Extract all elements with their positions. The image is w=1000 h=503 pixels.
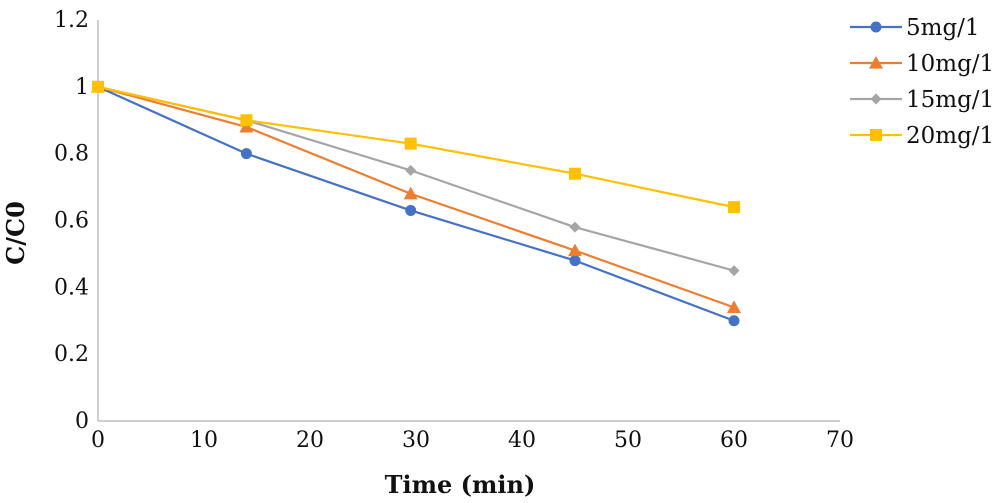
x-tick-label: 40	[508, 428, 536, 453]
y-tick-label: 0.2	[54, 342, 89, 367]
series-circle	[92, 81, 740, 327]
legend-item: 10mg/1	[850, 51, 994, 77]
x-tick-label: 70	[826, 428, 854, 453]
data-point	[405, 204, 417, 216]
data-point	[405, 164, 417, 176]
y-tick-label: 1.2	[54, 8, 89, 33]
legend: 5mg/1 10mg/1 15mg/1 20mg/1	[850, 15, 994, 149]
legend-marker	[870, 129, 882, 141]
data-point	[240, 114, 253, 127]
x-tick-label: 10	[190, 428, 218, 453]
data-point	[728, 315, 740, 327]
legend-marker	[870, 21, 882, 33]
data-point	[92, 80, 104, 93]
data-point	[568, 243, 582, 257]
y-tick-label: 0.6	[54, 209, 89, 234]
legend-marker	[869, 56, 883, 69]
series-square	[92, 80, 740, 214]
series-triangle	[91, 79, 741, 313]
data-point	[569, 255, 581, 267]
x-tick-label: 50	[614, 428, 642, 453]
series-lines	[91, 79, 741, 327]
legend-label: 5mg/1	[906, 15, 980, 41]
y-tick-label: 0.4	[54, 275, 89, 300]
x-tick-labels: 0 10 20 30 40 50 60 70	[91, 428, 854, 453]
y-tick-label: 0.8	[54, 142, 89, 167]
data-point	[240, 148, 252, 160]
plot-area: 0 0.2 0.4 0.6 0.8 1 1.2 0 10 20 30 40 50 60 70	[54, 8, 854, 453]
x-tick-label: 30	[402, 428, 430, 453]
legend-label: 10mg/1	[906, 51, 994, 77]
y-tick-label: 0	[75, 409, 89, 434]
legend-marker	[870, 93, 882, 105]
y-axis-title: C/C0	[1, 201, 30, 265]
x-tick-label: 60	[720, 428, 748, 453]
legend-item: 20mg/1	[850, 123, 994, 149]
legend-label: 20mg/1	[906, 123, 994, 149]
y-tick-labels: 0 0.2 0.4 0.6 0.8 1 1.2	[54, 8, 89, 434]
legend-label: 15mg/1	[906, 87, 994, 113]
series-line	[97, 85, 735, 272]
data-point	[404, 137, 417, 150]
x-tick-label: 0	[91, 428, 105, 453]
data-point	[569, 167, 581, 180]
data-point	[728, 265, 740, 277]
y-tick-label: 1	[75, 75, 89, 100]
x-tick-label: 20	[296, 428, 324, 453]
x-axis-title: Time (min)	[385, 470, 536, 499]
legend-item: 5mg/1	[850, 15, 980, 41]
data-point	[727, 300, 741, 313]
data-point	[569, 221, 581, 233]
data-point	[403, 186, 418, 200]
legend-item: 15mg/1	[850, 87, 994, 113]
series-line	[97, 85, 735, 322]
data-point	[728, 201, 740, 214]
